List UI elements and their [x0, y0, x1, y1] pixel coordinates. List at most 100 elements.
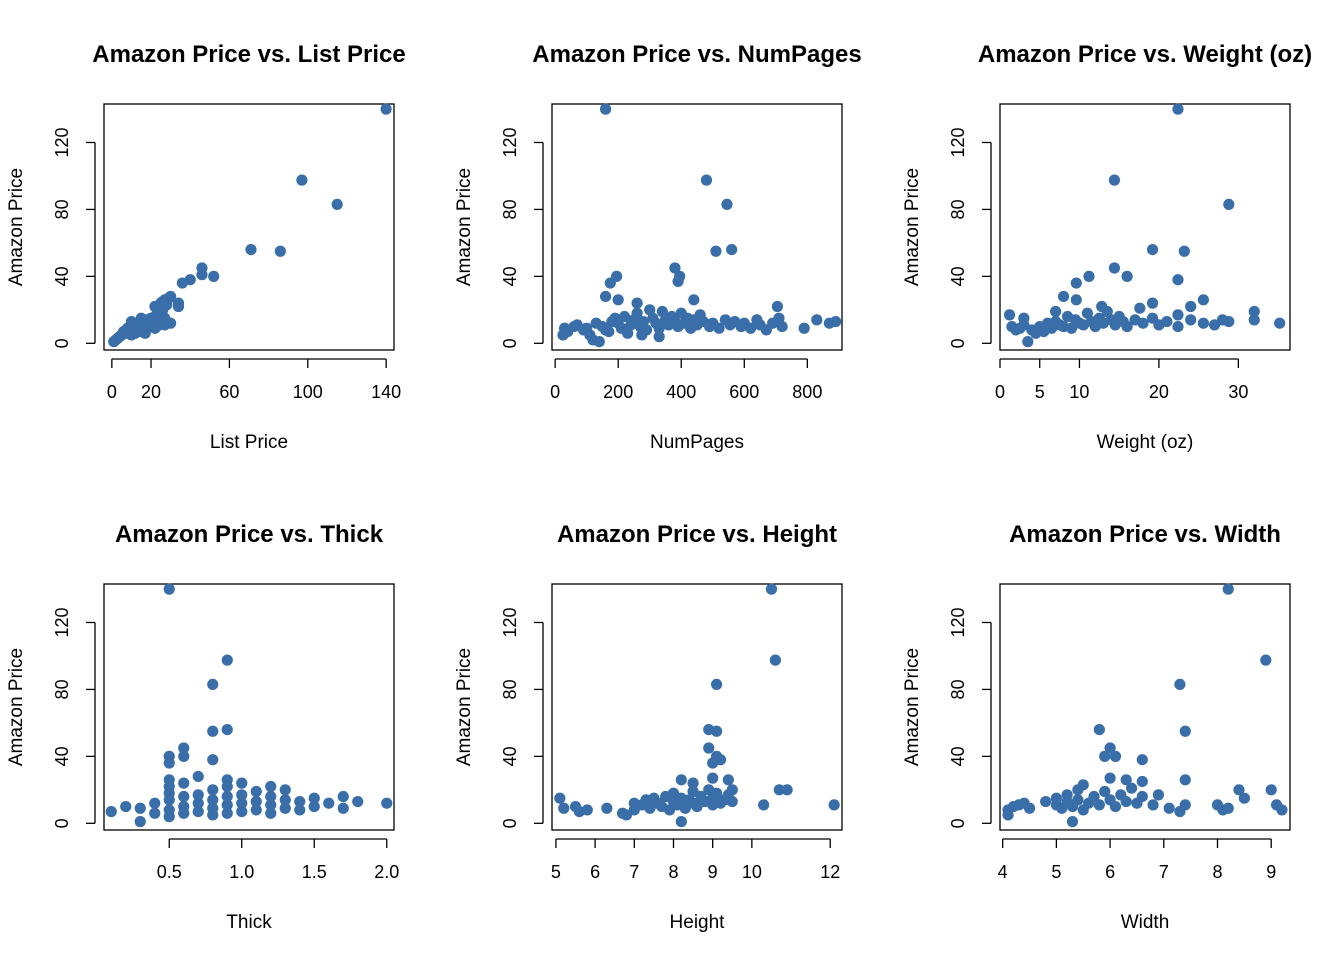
data-point — [1172, 309, 1184, 321]
data-point — [178, 800, 190, 813]
data-point — [612, 294, 624, 306]
data-point — [1179, 774, 1191, 786]
x-tick-label: 5 — [551, 862, 561, 882]
data-point — [1057, 290, 1070, 303]
data-point — [758, 799, 770, 811]
data-point — [618, 310, 631, 323]
y-tick-label: 0 — [948, 338, 968, 348]
data-point — [236, 797, 248, 809]
data-point — [1136, 775, 1148, 788]
data-point — [707, 757, 719, 769]
data-point — [1197, 317, 1209, 329]
y-tick-label: 40 — [52, 266, 72, 286]
x-axis-label: NumPages — [650, 432, 744, 453]
y-tick-label: 0 — [52, 338, 72, 348]
x-tick-label: 0 — [107, 382, 117, 402]
data-point — [245, 243, 257, 256]
data-point — [1179, 799, 1191, 811]
x-tick-label: 600 — [729, 382, 759, 402]
data-point — [163, 757, 175, 769]
chart-title: Amazon Price vs. NumPages — [532, 41, 861, 68]
data-point — [1136, 790, 1148, 803]
data-point — [593, 336, 605, 348]
y-axis-label: Amazon Price — [6, 648, 27, 766]
data-point — [1222, 802, 1234, 814]
data-point — [713, 322, 725, 334]
data-point — [134, 802, 146, 814]
chart-title: Amazon Price vs. Weight (oz) — [978, 41, 1312, 68]
plot-frame — [103, 583, 395, 831]
data-point — [1104, 772, 1116, 784]
data-point — [1121, 270, 1133, 282]
data-point — [672, 275, 684, 287]
scatter-panel: Amazon Price vs. Width 4 5 6 7 8 9 Width 0 40 80 12… — [902, 521, 1291, 933]
data-point — [599, 103, 612, 115]
data-point — [192, 789, 204, 801]
x-tick-label: 30 — [1228, 382, 1248, 402]
data-point — [828, 799, 840, 811]
data-point — [337, 802, 349, 814]
y-axis-label: Amazon Price — [902, 168, 923, 286]
data-point — [1093, 799, 1105, 811]
data-point — [604, 277, 616, 289]
plot-frame — [103, 103, 395, 351]
data-point — [1081, 307, 1093, 319]
data-point — [178, 750, 190, 762]
data-point — [710, 245, 722, 257]
y-tick-label: 40 — [500, 746, 520, 766]
data-point — [178, 742, 190, 754]
data-point — [1136, 754, 1148, 766]
data-point — [653, 322, 665, 334]
data-point — [687, 777, 699, 789]
y-tick-label: 0 — [500, 818, 520, 828]
data-point — [1178, 245, 1190, 257]
data-point — [265, 790, 277, 803]
data-point — [1109, 750, 1122, 762]
x-axis-label: Thick — [226, 912, 272, 933]
data-point — [172, 300, 185, 313]
data-point — [1109, 800, 1122, 813]
data-point — [1023, 802, 1036, 814]
y-tick-label: 40 — [52, 746, 72, 766]
data-point — [207, 754, 219, 766]
data-point — [265, 780, 277, 793]
x-tick-label: 60 — [219, 382, 239, 402]
data-point — [1072, 794, 1084, 806]
data-point — [221, 799, 233, 811]
x-tick-label: 7 — [1159, 862, 1169, 882]
data-point — [207, 678, 219, 691]
data-point — [1066, 816, 1079, 828]
plot-frame — [551, 103, 843, 351]
data-point — [294, 804, 306, 816]
data-point — [250, 785, 262, 798]
y-axis-label: Amazon Price — [902, 648, 923, 766]
data-point — [1161, 315, 1173, 328]
data-point — [581, 804, 593, 816]
data-point — [236, 777, 248, 789]
data-point — [811, 314, 823, 326]
y-tick-label: 0 — [500, 338, 520, 348]
x-axis-label: List Price — [210, 432, 288, 453]
data-point — [1146, 297, 1159, 309]
data-point — [207, 725, 219, 737]
data-point — [221, 780, 233, 793]
data-point — [1260, 654, 1272, 666]
data-point — [1238, 792, 1250, 804]
data-point — [221, 723, 233, 736]
y-tick-label: 40 — [948, 746, 968, 766]
data-point — [631, 297, 643, 309]
x-tick-label: 10 — [1069, 382, 1089, 402]
data-point — [120, 800, 132, 813]
data-point — [380, 103, 392, 115]
data-point — [1120, 774, 1132, 786]
data-point — [599, 290, 612, 303]
data-point — [131, 324, 143, 336]
data-point — [207, 794, 219, 806]
x-tick-label: 200 — [603, 382, 633, 402]
data-point — [1108, 174, 1121, 186]
data-point — [1248, 305, 1260, 318]
data-point — [726, 795, 738, 808]
x-tick-label: 5 — [1035, 382, 1045, 402]
data-point — [1174, 678, 1186, 691]
data-point — [1022, 336, 1034, 348]
